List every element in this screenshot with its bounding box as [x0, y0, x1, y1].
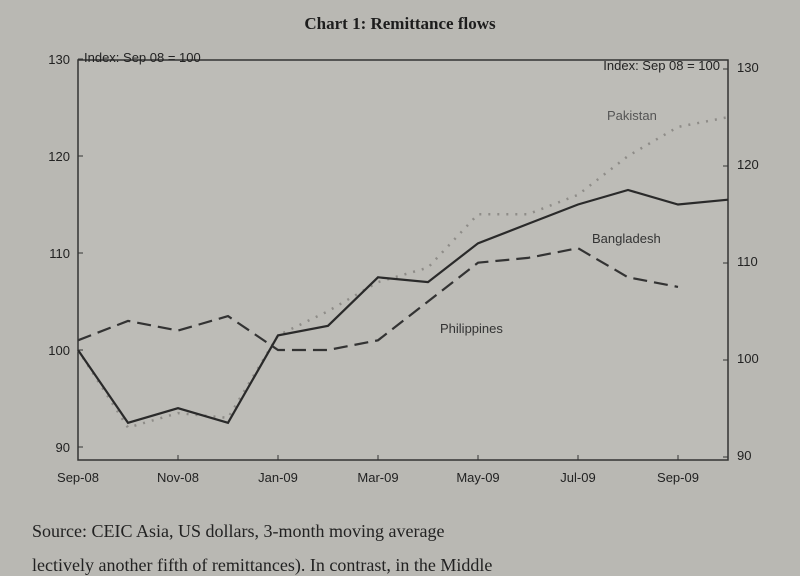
x-tick-label: May-09	[456, 470, 499, 485]
y-tick-label-right: 90	[737, 448, 751, 463]
y-tick-label-right: 110	[737, 254, 758, 269]
x-tick-label: Nov-08	[157, 470, 199, 485]
y-tick-label-left: 120	[48, 149, 70, 164]
x-tick-label: Mar-09	[357, 470, 398, 485]
chart-title: Chart 1: Remittance flows	[304, 14, 496, 33]
y-tick-label-left: 110	[49, 246, 70, 261]
y-tick-label-right: 130	[737, 60, 759, 75]
right-axis-label: Index: Sep 08 = 100	[603, 58, 720, 73]
y-tick-label-left: 100	[48, 343, 70, 358]
x-tick-label: Sep-09	[657, 470, 699, 485]
y-tick-label-left: 130	[48, 52, 70, 67]
source-note: Source: CEIC Asia, US dollars, 3-month m…	[32, 521, 445, 541]
series-line-philippines	[77, 247, 679, 352]
x-tick-label: Jul-09	[560, 470, 595, 485]
legend-pakistan: Pakistan	[607, 108, 657, 123]
y-tick-label-left: 90	[56, 440, 70, 455]
left-axis-label: Index: Sep 08 = 100	[84, 50, 201, 65]
y-tick-label-right: 100	[737, 351, 759, 366]
legend-philippines: Philippines	[440, 321, 503, 336]
chart: 90 100 110 120 130 90 100 110 120 130 Sep-08 Nov-08…	[48, 50, 759, 485]
series-line-bangladesh	[77, 188, 729, 425]
y-tick-label-right: 120	[737, 157, 759, 172]
body-text: lectively another fifth of remittances).…	[32, 555, 493, 575]
legend-bangladesh: Bangladesh	[592, 231, 661, 246]
x-tick-label: Jan-09	[258, 470, 298, 485]
x-tick-label: Sep-08	[57, 470, 99, 485]
plot-frame	[77, 59, 729, 461]
